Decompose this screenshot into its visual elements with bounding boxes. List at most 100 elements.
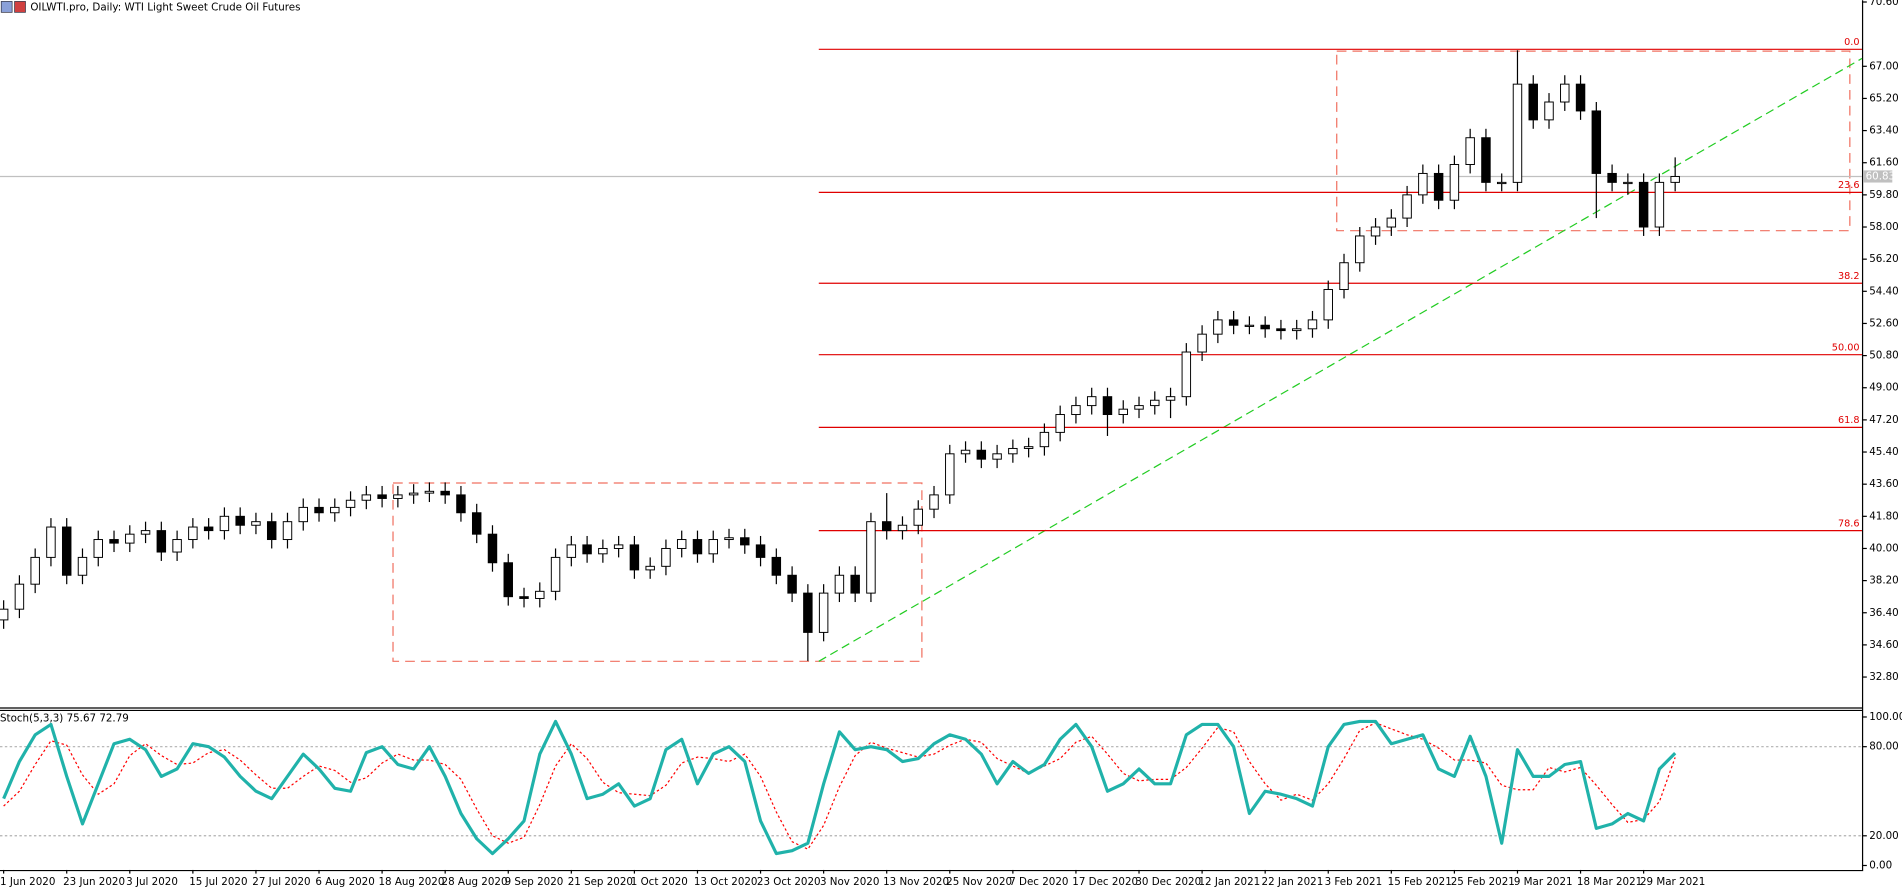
stoch-line (3, 722, 1676, 850)
candle-body (282, 521, 293, 541)
candle-body (850, 574, 860, 594)
y-tick-label: 45.40 (1869, 446, 1898, 458)
candle-body (361, 494, 372, 501)
candle-body (929, 494, 939, 510)
candle-body (109, 539, 119, 544)
candle-body (219, 515, 230, 532)
x-tick-label: 1 Jun 2020 (0, 876, 55, 888)
candle-body (1623, 181, 1633, 185)
candle-body (46, 526, 56, 558)
candle-body (266, 521, 277, 541)
candle-body (487, 533, 498, 564)
y-tick-label: 40.00 (1869, 542, 1898, 554)
x-tick-label: 18 Aug 2020 (378, 876, 444, 888)
candle-body (1670, 175, 1680, 183)
candle-body (1607, 172, 1617, 183)
candle-body (1560, 83, 1570, 103)
x-tick-label: 21 Sep 2020 (568, 876, 633, 888)
fib-label: 50.00 (1832, 342, 1860, 353)
candle-body (661, 547, 671, 567)
y-tick-label: 47.20 (1869, 414, 1898, 426)
candle-body (156, 530, 167, 553)
y-tick-label: 54.40 (1869, 285, 1898, 297)
candle-body (1134, 405, 1144, 410)
candle-body (1386, 217, 1397, 228)
range-box (1336, 50, 1851, 232)
candle-body (803, 592, 813, 633)
x-tick-label: 15 Jul 2020 (189, 876, 247, 888)
candle-body (708, 539, 718, 555)
candle-body (61, 526, 72, 576)
candle-body (330, 506, 340, 514)
x-tick-label: 17 Dec 2020 (1072, 876, 1138, 888)
candle-body (724, 537, 734, 541)
candle-body (1370, 226, 1381, 237)
y-tick-label: 0.00 (1869, 859, 1892, 871)
candle-body (1071, 405, 1081, 416)
candle-body (1512, 83, 1523, 183)
x-tick-label: 28 Aug 2020 (442, 876, 508, 888)
candle-body (93, 539, 103, 558)
y-tick-label: 80.00 (1869, 741, 1898, 753)
candle-body (913, 508, 923, 526)
candle-body (1355, 235, 1365, 264)
candle-body (1150, 399, 1160, 407)
candle-body (834, 574, 845, 594)
candle-body (298, 506, 308, 523)
x-tick-label: 15 Feb 2021 (1388, 876, 1452, 888)
candle-body (787, 574, 797, 594)
candle-body (519, 596, 529, 599)
last-price-tag (1863, 170, 1893, 183)
candle-body (881, 521, 892, 532)
y-tick-label: 61.60 (1869, 157, 1898, 169)
candle-body (1276, 328, 1286, 332)
candle-body (30, 556, 40, 585)
symbol-icon (0, 1, 13, 13)
candle-body (1544, 101, 1554, 121)
candle-body (424, 490, 435, 494)
range-box (392, 482, 923, 662)
candle-body (140, 530, 151, 535)
x-tick-label: 30 Dec 2020 (1135, 876, 1201, 888)
y-tick-label: 58.00 (1869, 221, 1898, 233)
x-tick-label: 27 Jul 2020 (252, 876, 310, 888)
x-tick-label: 18 Mar 2021 (1577, 876, 1642, 888)
candle-body (471, 512, 482, 535)
candle-body (14, 583, 25, 610)
candle-body (771, 556, 782, 576)
y-tick-label: 50.80 (1869, 350, 1898, 362)
y-tick-label: 67.00 (1869, 60, 1898, 72)
symbol-icon (14, 1, 26, 13)
y-tick-label: 34.60 (1869, 639, 1898, 651)
candle-body (818, 592, 829, 633)
y-tick-label: 59.80 (1869, 189, 1898, 201)
candle-body (1339, 262, 1349, 291)
x-tick-label: 23 Jun 2020 (63, 876, 125, 888)
candle-body (1449, 164, 1460, 201)
fib-label: 0.0 (1844, 37, 1859, 48)
candle-body (345, 499, 356, 508)
candle-body (1465, 137, 1475, 165)
y-tick-label: 56.20 (1869, 253, 1898, 265)
indicator-title: Stoch(5,3,3) 75.67 72.79 (0, 712, 129, 724)
x-tick-label: 7 Dec 2020 (1009, 876, 1068, 888)
x-tick-label: 29 Mar 2021 (1640, 876, 1705, 888)
candle-body (1023, 446, 1034, 449)
candle-body (314, 506, 324, 514)
fib-label: 38.2 (1838, 271, 1860, 282)
y-tick-label: 20.00 (1869, 830, 1898, 842)
candle-body (0, 608, 9, 621)
x-tick-label: 3 Feb 2021 (1325, 876, 1383, 888)
x-tick-label: 6 Aug 2020 (315, 876, 374, 888)
candle-body (1307, 319, 1318, 330)
candle-body (1654, 181, 1665, 228)
x-tick-label: 23 Oct 2020 (757, 876, 821, 888)
x-tick-label: 13 Oct 2020 (694, 876, 758, 888)
x-tick-label: 3 Jul 2020 (126, 876, 178, 888)
candle-body (613, 544, 624, 549)
last-price-label: 60.83 (1866, 170, 1895, 182)
candle-body (1165, 396, 1176, 401)
candle-body (992, 453, 1002, 460)
y-tick-label: 38.20 (1869, 575, 1898, 587)
candle-body (1244, 324, 1255, 327)
